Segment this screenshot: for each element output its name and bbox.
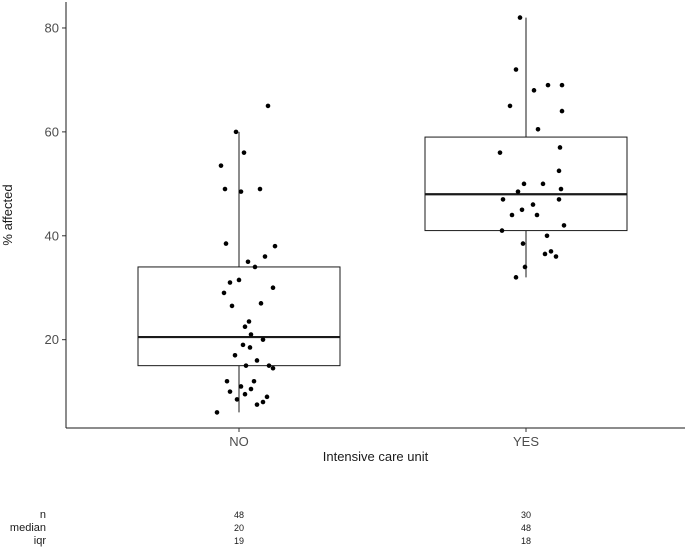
data-point bbox=[218, 163, 224, 168]
data-point bbox=[520, 241, 526, 246]
data-point bbox=[234, 397, 240, 402]
data-point bbox=[264, 394, 270, 400]
data-point bbox=[507, 103, 513, 109]
data-point bbox=[260, 337, 266, 342]
data-point bbox=[260, 399, 266, 405]
data-point bbox=[553, 254, 559, 259]
data-point bbox=[542, 251, 548, 257]
data-point bbox=[535, 126, 541, 132]
data-point bbox=[227, 280, 233, 285]
data-point bbox=[233, 129, 239, 135]
data-point bbox=[241, 150, 247, 155]
data-point bbox=[243, 363, 249, 368]
x-tick-label: YES bbox=[513, 434, 539, 449]
iqr-box bbox=[137, 266, 341, 367]
data-point bbox=[236, 277, 242, 283]
data-point bbox=[513, 275, 519, 280]
data-point bbox=[556, 197, 562, 202]
data-point bbox=[242, 391, 248, 397]
data-point bbox=[265, 103, 271, 109]
data-point bbox=[229, 303, 235, 309]
data-point bbox=[540, 181, 546, 187]
data-point bbox=[252, 264, 258, 270]
data-point bbox=[232, 352, 238, 358]
data-point bbox=[545, 82, 551, 88]
data-point bbox=[223, 241, 229, 246]
data-point bbox=[522, 264, 528, 270]
data-point bbox=[559, 82, 565, 88]
data-point bbox=[272, 243, 278, 249]
data-point bbox=[499, 228, 505, 233]
y-axis-title: % affected bbox=[0, 184, 15, 245]
data-point bbox=[224, 378, 230, 384]
data-point bbox=[240, 342, 246, 348]
stat-value: 18 bbox=[521, 536, 531, 546]
data-point bbox=[556, 168, 562, 174]
y-tick-label: 60 bbox=[45, 124, 59, 139]
data-point bbox=[509, 212, 515, 218]
data-point bbox=[251, 378, 257, 384]
stat-value: 48 bbox=[234, 510, 244, 520]
data-point bbox=[270, 365, 276, 371]
stat-value: 48 bbox=[521, 523, 531, 533]
stat-row-label: n bbox=[40, 509, 46, 521]
data-point bbox=[245, 259, 251, 265]
data-point bbox=[238, 384, 244, 389]
x-axis-ticks: NO YES bbox=[229, 428, 539, 449]
stat-value: 30 bbox=[521, 510, 531, 520]
stat-value: 20 bbox=[234, 523, 244, 533]
data-point bbox=[257, 186, 263, 192]
data-point bbox=[248, 332, 254, 337]
data-point bbox=[513, 67, 519, 72]
data-point bbox=[221, 290, 227, 296]
x-tick-label: NO bbox=[229, 434, 249, 449]
data-point bbox=[266, 363, 272, 368]
data-point bbox=[557, 145, 563, 150]
data-point bbox=[517, 15, 523, 20]
data-point bbox=[254, 402, 260, 407]
stat-value: 19 bbox=[234, 536, 244, 546]
data-point bbox=[238, 189, 244, 194]
data-point bbox=[521, 181, 527, 187]
data-point bbox=[559, 108, 565, 114]
y-tick-label: 80 bbox=[45, 20, 59, 35]
data-point bbox=[246, 319, 252, 324]
data-point bbox=[270, 285, 276, 291]
data-point bbox=[558, 186, 564, 192]
stat-row-label: median bbox=[10, 522, 46, 534]
data-point bbox=[222, 186, 228, 192]
data-point bbox=[247, 345, 253, 350]
y-tick-label: 40 bbox=[45, 228, 59, 243]
data-point bbox=[227, 389, 233, 394]
data-point bbox=[548, 249, 554, 254]
data-point bbox=[519, 207, 525, 213]
jitter-points bbox=[214, 15, 567, 415]
data-point bbox=[258, 301, 264, 306]
data-point bbox=[214, 410, 220, 415]
box-plot-area bbox=[137, 17, 628, 413]
data-point bbox=[242, 324, 248, 329]
data-point bbox=[561, 223, 567, 228]
y-axis-ticks: 20 40 60 80 bbox=[45, 20, 66, 347]
data-point bbox=[262, 254, 268, 259]
data-point bbox=[254, 358, 260, 363]
data-point bbox=[534, 212, 540, 218]
stat-row-label: iqr bbox=[34, 535, 47, 547]
data-point bbox=[500, 197, 506, 202]
data-point bbox=[497, 150, 503, 155]
data-point bbox=[515, 189, 521, 194]
data-point bbox=[530, 202, 536, 207]
data-point bbox=[531, 88, 537, 93]
data-point bbox=[248, 386, 254, 392]
y-tick-label: 20 bbox=[45, 332, 59, 347]
x-axis-title: Intensive care unit bbox=[323, 449, 429, 464]
data-point bbox=[544, 233, 550, 239]
